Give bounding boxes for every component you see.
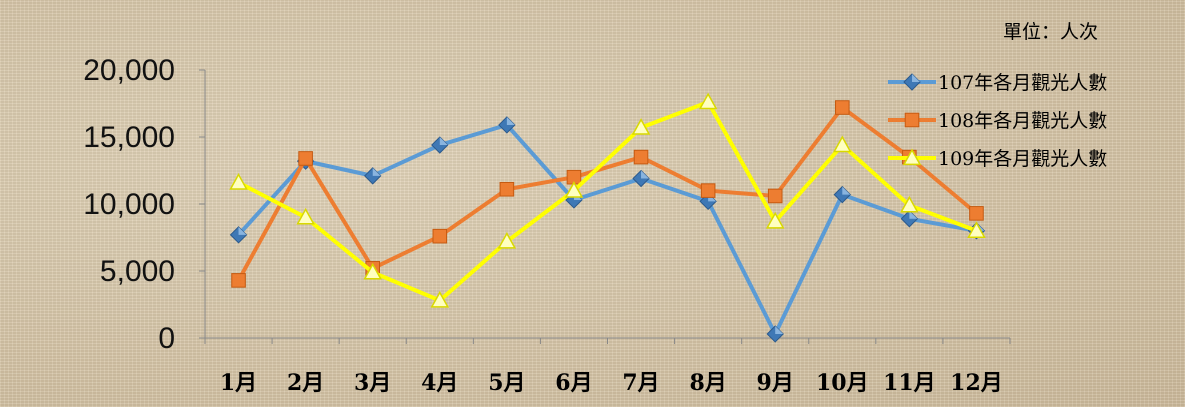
- data-point: [229, 226, 248, 244]
- axes: [204, 70, 1010, 339]
- legend-marker-highlight: [912, 74, 920, 82]
- legend-marker: [902, 148, 922, 166]
- data-point: [432, 228, 448, 244]
- series-layer: [229, 92, 986, 343]
- data-point: [296, 207, 315, 225]
- y-tick-label: 20,000: [83, 54, 175, 87]
- data-point: [833, 135, 852, 153]
- data-point: [900, 195, 919, 213]
- x-tick-label: 12月: [950, 370, 1003, 396]
- x-tick-label: 5月: [488, 370, 525, 396]
- series-1: [229, 116, 986, 343]
- data-point: [298, 151, 313, 166]
- series-line: [236, 105, 979, 283]
- data-point: [430, 290, 450, 308]
- data-point: [363, 262, 382, 280]
- data-point: [700, 183, 716, 198]
- data-point-highlight: [372, 167, 381, 176]
- data-point: [698, 92, 718, 110]
- series-2: [231, 100, 984, 288]
- x-tick-label: 1月: [220, 370, 257, 396]
- data-point: [499, 181, 515, 197]
- data-point: [633, 149, 649, 165]
- x-tick-label: 11月: [883, 370, 936, 396]
- legend: 107年各月觀光人數 108年各月觀光人數 109年各月觀光人數: [888, 72, 1107, 170]
- data-point: [497, 231, 517, 249]
- legend-item: 108年各月觀光人數: [888, 110, 1107, 132]
- x-tick-label: 10月: [816, 370, 869, 396]
- data-point-highlight: [439, 137, 448, 146]
- data-point: [229, 173, 248, 190]
- x-tick-label: 3月: [354, 370, 391, 396]
- y-tick-label: 15,000: [83, 121, 175, 154]
- y-tick-label: 0: [158, 322, 175, 355]
- data-point: [969, 206, 984, 221]
- data-point: [834, 100, 850, 115]
- data-point: [231, 273, 246, 288]
- y-tick-label: 5,000: [100, 255, 175, 288]
- data-point-highlight: [506, 116, 515, 125]
- legend-item: 109年各月觀光人數: [888, 148, 1107, 170]
- data-point: [900, 210, 919, 228]
- series-line: [236, 100, 979, 303]
- x-tick-labels: 1月 2月 3月 4月 5月 6月 7月 8月 9月 10月 11月 12月: [204, 338, 1011, 396]
- data-point: [967, 221, 986, 238]
- data-point: [564, 181, 584, 198]
- x-tick-label: 9月: [757, 370, 794, 396]
- legend-marker: [903, 73, 921, 91]
- x-tick-label: 7月: [622, 370, 659, 396]
- series-line: [236, 122, 979, 336]
- x-tick-label: 6月: [555, 370, 592, 396]
- y-tick-labels: 0 5,000 10,000 15,000 20,000: [83, 54, 205, 355]
- data-point: [833, 185, 851, 204]
- data-point: [364, 167, 382, 185]
- data-point: [765, 211, 785, 229]
- data-point-highlight: [775, 325, 784, 334]
- unit-label: 單位：人次: [1003, 21, 1098, 43]
- legend-marker: [904, 112, 920, 128]
- x-tick-label: 2月: [287, 370, 324, 396]
- legend-label: 108年各月觀光人數: [938, 110, 1107, 132]
- data-point: [632, 169, 650, 188]
- data-point: [767, 188, 783, 204]
- data-point-highlight: [238, 226, 247, 235]
- x-tick-label: 4月: [421, 370, 458, 396]
- data-point-highlight: [641, 170, 650, 179]
- legend-item: 107年各月觀光人數: [888, 72, 1107, 94]
- y-tick-label: 10,000: [83, 188, 175, 221]
- data-point: [766, 325, 784, 343]
- legend-label: 109年各月觀光人數: [938, 148, 1107, 170]
- data-point: [498, 116, 516, 134]
- legend-label: 107年各月觀光人數: [938, 72, 1107, 94]
- data-point-highlight: [842, 186, 851, 195]
- data-point: [431, 136, 449, 154]
- series-3: [229, 92, 986, 308]
- x-tick-label: 8月: [689, 370, 726, 396]
- data-point-highlight: [909, 210, 918, 219]
- data-point: [631, 118, 651, 135]
